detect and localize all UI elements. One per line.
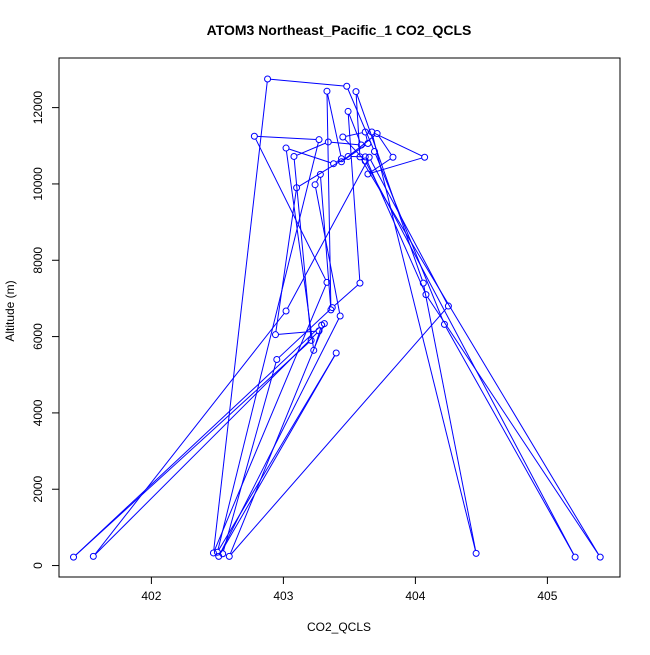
data-point	[324, 88, 330, 94]
x-axis: 402 403 404 405	[141, 577, 557, 603]
series-layer	[71, 76, 604, 560]
series-segment	[327, 94, 331, 307]
y-tick-label: 0	[31, 562, 45, 569]
data-point	[572, 554, 578, 560]
data-point	[291, 153, 297, 159]
data-point	[226, 553, 232, 559]
series-segment	[366, 135, 367, 141]
series-segment	[366, 160, 424, 292]
series-segment	[214, 82, 267, 550]
series-segment	[331, 142, 358, 145]
y-tick-label: 10000	[31, 167, 45, 201]
x-tick-label: 405	[537, 589, 557, 603]
data-point	[283, 308, 289, 314]
data-point	[340, 134, 346, 140]
data-point	[283, 145, 289, 151]
data-point	[274, 356, 280, 362]
x-tick-label: 403	[273, 589, 293, 603]
data-point	[251, 133, 257, 139]
data-point	[316, 137, 322, 143]
series-segment	[230, 326, 323, 553]
data-point	[344, 83, 350, 89]
chart-title: ATOM3 Northeast_Pacific_1 CO2_QCLS	[207, 22, 472, 38]
series-segment	[328, 94, 341, 156]
y-tick-label: 12000	[31, 91, 45, 125]
series-segment	[76, 327, 320, 555]
data-point	[345, 108, 351, 114]
series-segment	[446, 327, 574, 555]
y-axis: 0 2000 4000 6000 8000 10000 12000	[31, 91, 59, 569]
data-point	[210, 550, 216, 556]
data-point	[366, 154, 372, 160]
series-segment	[215, 285, 326, 550]
data-point	[90, 553, 96, 559]
data-point	[272, 332, 278, 338]
series-segment	[276, 191, 296, 332]
data-point	[473, 550, 479, 556]
data-point	[333, 350, 339, 356]
series-segment	[220, 356, 334, 554]
data-point	[597, 554, 603, 560]
y-axis-label: Altitude (m)	[3, 280, 17, 341]
data-point	[337, 313, 343, 319]
series-segment	[375, 133, 422, 156]
series-segment	[362, 159, 599, 554]
series-segment	[316, 177, 319, 182]
data-point	[71, 554, 77, 560]
series-segment	[376, 154, 444, 321]
y-tick-label: 4000	[31, 399, 45, 426]
data-point	[265, 76, 271, 82]
series-segment	[367, 164, 574, 555]
series-segment	[76, 342, 309, 555]
series-segment	[256, 139, 326, 280]
series-segment	[271, 79, 344, 86]
data-point	[357, 280, 363, 286]
x-axis-label: CO2_QCLS	[307, 620, 371, 634]
series-segment	[287, 160, 367, 309]
series-segment	[428, 297, 599, 555]
x-tick-label: 404	[405, 589, 425, 603]
series-segment	[289, 149, 331, 163]
data-point	[390, 154, 396, 160]
data-point	[422, 154, 428, 160]
series-segment	[373, 135, 476, 550]
series-segment	[346, 133, 363, 137]
series-segment	[257, 136, 316, 139]
series-segment	[231, 308, 446, 554]
y-tick-label: 6000	[31, 323, 45, 350]
series-segment	[348, 114, 359, 280]
y-tick-label: 2000	[31, 476, 45, 503]
x-tick-label: 402	[141, 589, 161, 603]
series-segment	[219, 356, 335, 550]
series-segment	[357, 94, 422, 280]
data-point	[312, 182, 318, 188]
data-point	[353, 89, 359, 95]
y-tick-label: 8000	[31, 247, 45, 274]
series-segment	[223, 362, 276, 550]
